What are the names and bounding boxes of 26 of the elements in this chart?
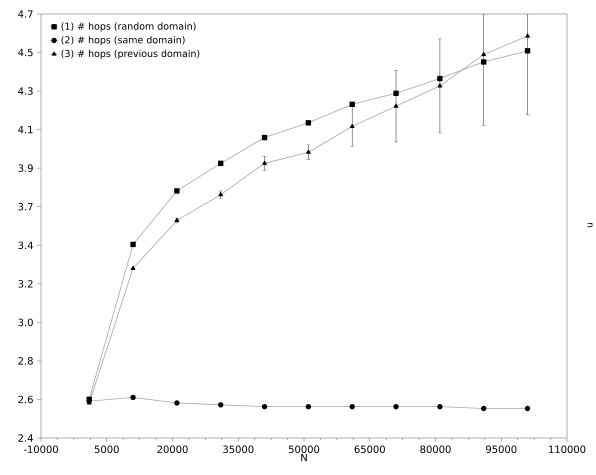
x-tick-label: 65000: [354, 445, 385, 454]
y-tick-label: 4.1: [18, 126, 33, 134]
y-tick-label: 2.6: [18, 396, 33, 404]
legend-label: (3) # hops (previous domain): [62, 50, 200, 59]
y-tick-label: 3.9: [18, 164, 33, 172]
y-tick-label: 3.2: [18, 280, 32, 288]
y-tick-label: 2.4: [18, 434, 33, 442]
x-tick-label: 35000: [223, 445, 254, 454]
y-tick-label: 2.8: [18, 357, 33, 365]
y-tick-label: 3.7: [18, 202, 33, 210]
x-tick-label: 95000: [486, 445, 516, 454]
x-tick-label: 20000: [157, 445, 188, 454]
x-tick-label: 80000: [420, 445, 451, 454]
legend-label: (1) # hops (random domain): [62, 22, 196, 32]
y-tick-label: 3.0: [18, 318, 33, 326]
y-tick-label: 4.5: [18, 48, 33, 56]
x-axis-title: N: [301, 454, 307, 462]
x-tick-label: 5000: [94, 445, 119, 454]
x-tick-label: 110000: [549, 445, 586, 454]
y-tick-label: 4.3: [18, 87, 33, 95]
y-tick-label: 3.4: [18, 242, 33, 250]
x-tick-label: -10000: [24, 445, 58, 454]
legend-label: (2) # hops (same domain): [62, 36, 185, 46]
y2-axis-title: u: [587, 222, 593, 228]
x-tick-label: 50000: [288, 445, 320, 454]
y-tick-label: 4.7: [18, 10, 33, 18]
